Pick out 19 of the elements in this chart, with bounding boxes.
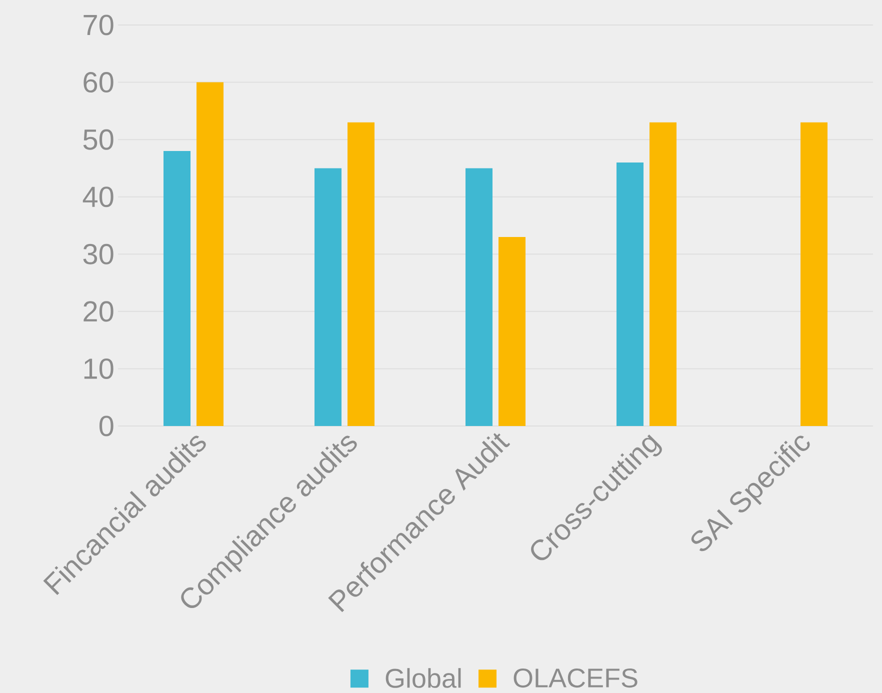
bar [314,168,342,426]
y-tick-label: 60 [84,72,114,92]
bar [498,236,526,426]
bar [466,168,493,426]
bar [348,122,375,426]
y-tick-label: 30 [83,244,114,264]
y-tick-label: 70 [84,14,114,36]
y-tick-label: 10 [84,358,114,379]
bar [800,122,828,426]
legend-label: Global [386,668,461,688]
legend-label: OLACEFS [514,668,638,688]
y-tick-label: 20 [84,301,114,322]
bar [196,82,224,426]
bar [650,122,677,426]
y-tick-label: 50 [83,129,114,150]
y-tick-label: 0 [99,416,114,436]
bar [164,150,191,426]
bar [616,162,644,426]
y-tick-label: 40 [82,186,114,208]
